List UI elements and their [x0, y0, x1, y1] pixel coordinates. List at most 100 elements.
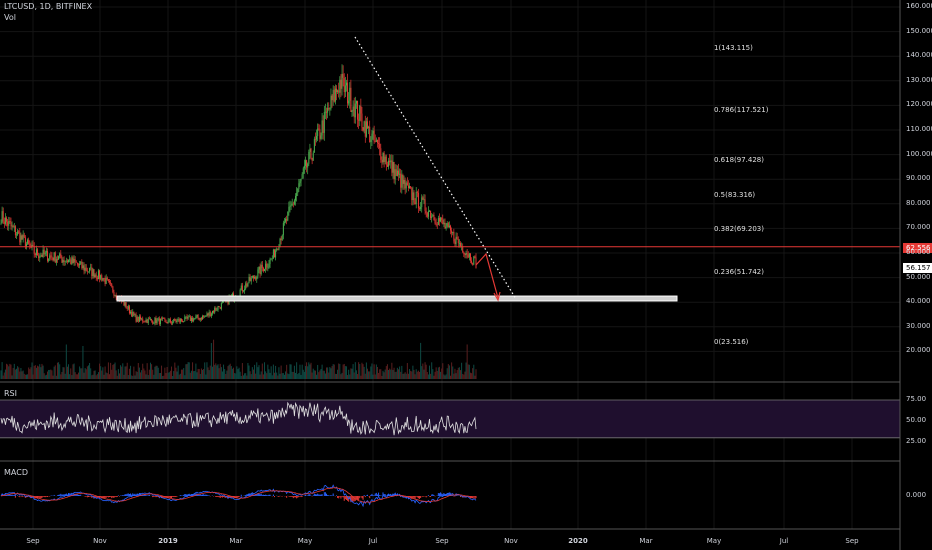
volume-bar	[244, 373, 246, 379]
candle-body	[154, 318, 156, 324]
candle-body	[164, 318, 166, 320]
time-axis-label: Mar	[229, 537, 243, 545]
rsi-axis-label: 25.00	[906, 437, 927, 445]
rsi-label[interactable]: RSI	[4, 389, 17, 398]
volume-bar	[146, 363, 148, 379]
symbol-title[interactable]: LTCUSD, 1D, BITFINEX	[4, 2, 93, 11]
candle-body	[261, 264, 263, 269]
macd-histogram-bar	[110, 496, 112, 497]
time-axis-label: Sep	[26, 537, 40, 545]
volume-bar	[457, 367, 459, 379]
candle-body	[277, 248, 279, 250]
macd-histogram-bar	[59, 494, 61, 496]
volume-bar	[292, 371, 294, 379]
candle-body	[100, 275, 102, 279]
candle-body	[21, 235, 23, 240]
candle-body	[161, 318, 163, 320]
candle-body	[111, 283, 113, 287]
macd-histogram-bar	[64, 494, 66, 496]
candle-body	[333, 89, 335, 102]
candle-body	[280, 238, 282, 241]
volume-label[interactable]: Vol	[4, 13, 16, 22]
volume-bar	[410, 370, 412, 379]
macd-histogram-bar	[376, 494, 378, 496]
volume-bar	[40, 367, 42, 379]
macd-histogram-bar	[332, 493, 334, 496]
rsi-pane	[0, 399, 900, 439]
volume-bar	[133, 366, 135, 379]
volume-bar	[183, 368, 185, 379]
candle-body	[290, 205, 292, 207]
candle-body	[316, 136, 318, 140]
volume-bar	[99, 363, 101, 379]
volume-bar	[249, 371, 251, 379]
volume-bar	[106, 373, 108, 379]
candle-body	[301, 174, 303, 179]
volume-bar	[468, 364, 470, 379]
candle-body	[47, 251, 49, 261]
candle-body	[349, 87, 351, 101]
volume-bar	[260, 371, 262, 379]
volume-bar	[317, 364, 319, 379]
candle-body	[343, 77, 345, 93]
macd-histogram-bar	[184, 494, 186, 496]
candle-body	[162, 318, 164, 319]
macd-histogram-bar	[326, 493, 328, 496]
candle-body	[126, 308, 128, 309]
candle-body	[215, 307, 217, 311]
volume-bar	[122, 363, 124, 379]
volume-bar	[178, 374, 180, 379]
macd-histogram-bar	[6, 494, 8, 496]
candle-body	[348, 100, 350, 104]
macd-histogram-bar	[153, 496, 155, 497]
candle-body	[409, 186, 411, 189]
macd-histogram-bar	[245, 494, 247, 496]
volume-bar	[136, 371, 138, 379]
volume-bar	[189, 372, 191, 379]
macd-histogram-bar	[375, 492, 377, 496]
volume-bar	[149, 362, 151, 379]
macd-histogram-bar	[378, 492, 380, 496]
candle-body	[452, 231, 454, 234]
macd-histogram-bar	[345, 496, 347, 500]
macd-histogram-bar	[337, 496, 339, 499]
volume-bar	[298, 372, 300, 379]
candle-body	[286, 218, 288, 221]
volume-bar	[423, 369, 425, 379]
volume-bar	[258, 365, 260, 379]
macd-histogram-bar	[237, 496, 239, 498]
volume-bar	[12, 367, 14, 379]
macd-histogram-bar	[167, 496, 169, 499]
candle-body	[199, 317, 201, 320]
candle-body	[266, 263, 268, 268]
macd-histogram-bar	[319, 494, 321, 496]
macd-histogram-bar	[304, 494, 306, 496]
volume-bar	[134, 375, 136, 379]
candle-body	[37, 249, 39, 256]
volume-bar	[84, 368, 86, 379]
volume-bar	[327, 367, 329, 379]
volume-bar	[318, 372, 320, 379]
candle-body	[197, 315, 199, 319]
macd-histogram-bar	[261, 494, 263, 496]
macd-histogram-bar	[372, 495, 374, 496]
volume-bar	[113, 364, 115, 379]
macd-histogram-bar	[39, 496, 41, 498]
volume-bar	[241, 363, 243, 379]
macd-histogram-bar	[105, 496, 107, 498]
candle-body	[138, 316, 140, 322]
macd-histogram-bar	[399, 495, 401, 496]
volume-bar	[153, 374, 155, 379]
candle-body	[432, 215, 434, 217]
macd-histogram-bar	[278, 496, 280, 498]
candle-body	[399, 173, 401, 175]
macd-histogram-bar	[366, 494, 368, 496]
macd-histogram-bar	[257, 493, 259, 496]
candle-body	[167, 320, 169, 324]
candle-body	[189, 316, 191, 321]
candle-body	[279, 238, 281, 247]
macd-histogram-bar	[268, 494, 270, 496]
macd-label[interactable]: MACD	[4, 468, 28, 477]
volume-bar	[413, 369, 415, 379]
volume-bar	[282, 373, 284, 379]
